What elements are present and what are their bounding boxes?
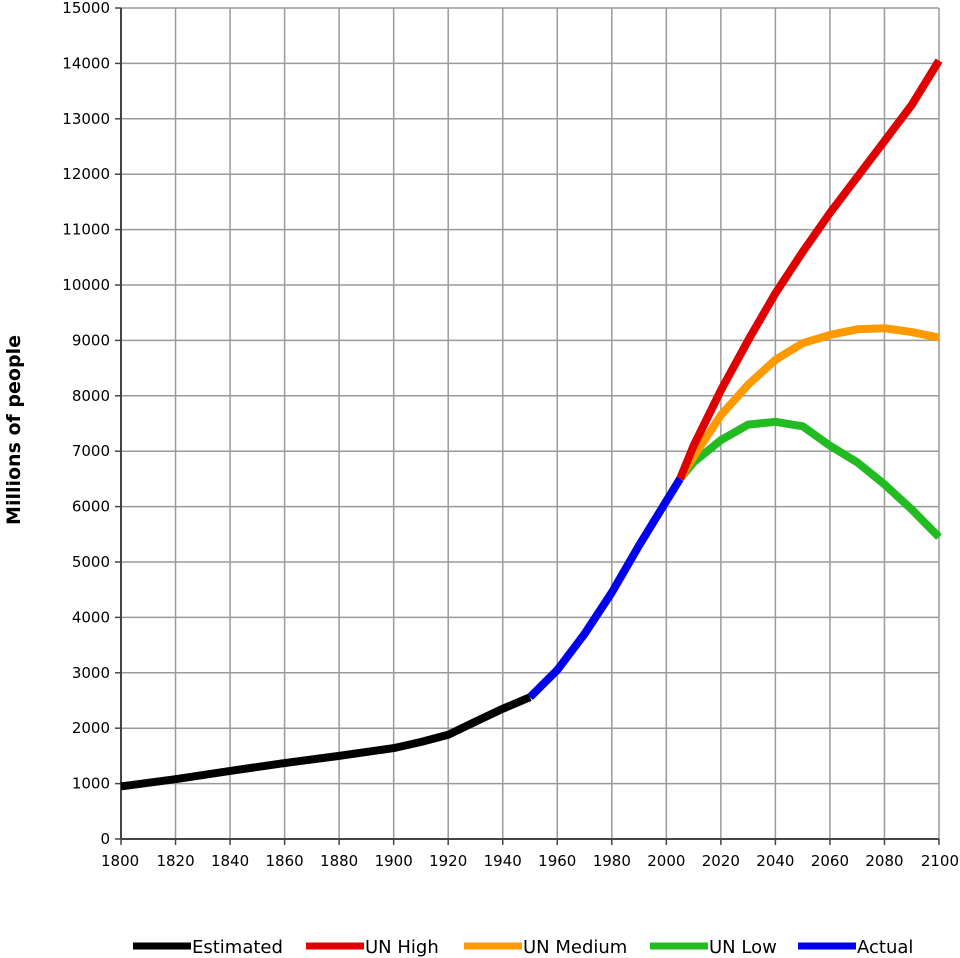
x-tick-labels: 1800 1820 1840 1860 1880 1900 1920 1940 1960 1980… — [101, 839, 959, 870]
x-tick-label: 2040 — [756, 852, 794, 870]
x-tick-label: 1860 — [266, 852, 304, 870]
series-line-un-low — [676, 417, 942, 540]
series-line-un-high — [676, 58, 943, 481]
y-tick-label: 2000 — [72, 719, 110, 737]
y-tick-label: 5000 — [72, 553, 110, 571]
y-tick-label: 6000 — [72, 498, 110, 516]
y-tick-labels: 0 1000 2000 3000 4000 5000 6000 7000 8000 9000 100… — [62, 0, 121, 848]
legend: Estimated UN High UN Medium UN Low Actual — [133, 937, 913, 958]
series-line-estimated — [120, 693, 532, 791]
y-tick-label: 11000 — [62, 221, 110, 239]
legend-label-estimated: Estimated — [192, 937, 283, 958]
x-tick-label: 1920 — [429, 852, 467, 870]
y-tick-label: 3000 — [72, 664, 110, 682]
y-tick-label: 14000 — [62, 54, 110, 72]
x-tick-label: 2080 — [865, 852, 903, 870]
x-tick-label: 2020 — [702, 852, 740, 870]
y-tick-label: 8000 — [72, 387, 110, 405]
legend-label-un-medium: UN Medium — [523, 937, 627, 958]
x-tick-label: 2060 — [811, 852, 849, 870]
x-tick-label: 1840 — [211, 852, 249, 870]
axes — [120, 8, 939, 840]
y-tick-label: 4000 — [72, 608, 110, 626]
legend-label-un-low: UN Low — [709, 937, 777, 958]
x-tick-label: 2000 — [647, 852, 685, 870]
y-tick-label: 7000 — [72, 442, 110, 460]
y-tick-label: 0 — [100, 830, 110, 848]
x-tick-label: 1980 — [593, 852, 631, 870]
y-axis-label: Millions of people — [3, 335, 25, 525]
x-tick-label: 1900 — [375, 852, 413, 870]
x-tick-label: 1960 — [538, 852, 576, 870]
legend-label-actual: Actual — [857, 937, 913, 958]
y-tick-label: 15000 — [62, 0, 110, 17]
y-tick-label: 13000 — [62, 110, 110, 128]
x-tick-label: 2100 — [921, 852, 959, 870]
series-line-actual — [527, 476, 684, 701]
series-lines — [120, 58, 943, 791]
x-tick-label: 1820 — [156, 852, 194, 870]
x-tick-label: 1880 — [320, 852, 358, 870]
y-tick-label: 1000 — [72, 775, 110, 793]
grid — [121, 7, 940, 839]
x-tick-label: 1940 — [484, 852, 522, 870]
legend-label-un-high: UN High — [365, 937, 439, 958]
y-tick-label: 10000 — [62, 276, 110, 294]
x-tick-label: 1800 — [101, 852, 139, 870]
series-line-un-medium — [676, 324, 940, 481]
y-tick-label: 9000 — [72, 331, 110, 349]
y-tick-label: 12000 — [62, 165, 110, 183]
